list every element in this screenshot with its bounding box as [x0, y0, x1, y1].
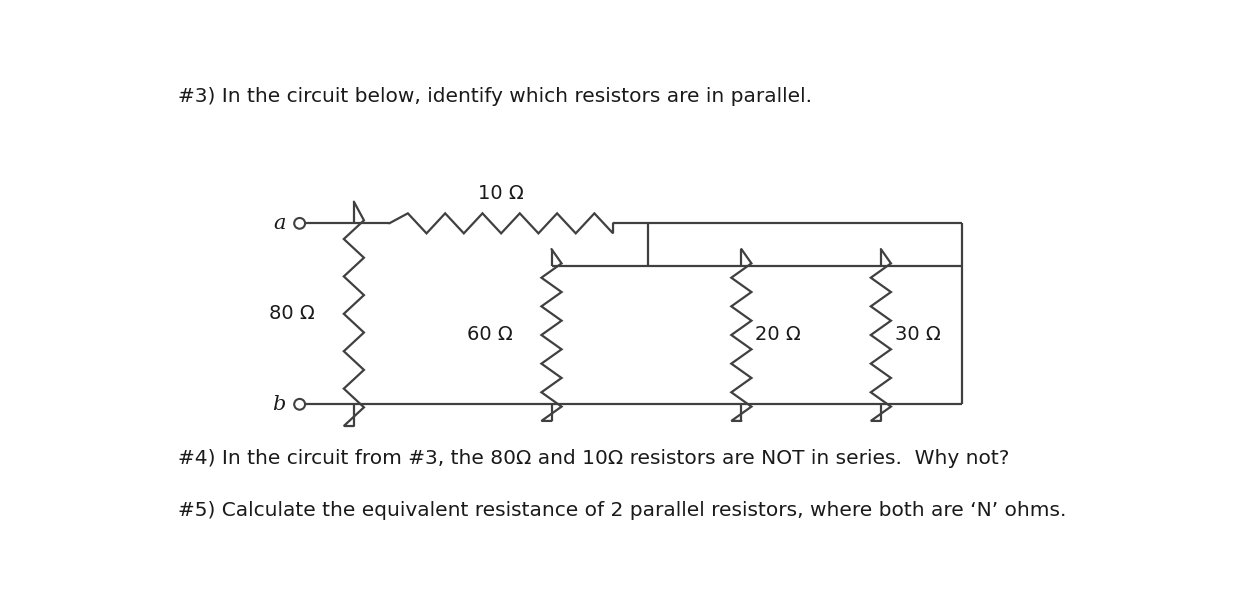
Text: 60 Ω: 60 Ω [468, 326, 512, 345]
Text: 20 Ω: 20 Ω [755, 326, 801, 345]
Text: 80 Ω: 80 Ω [270, 304, 315, 323]
Text: 10 Ω: 10 Ω [479, 184, 524, 203]
Text: #4) In the circuit from #3, the 80Ω and 10Ω resistors are NOT in series.  Why no: #4) In the circuit from #3, the 80Ω and … [177, 449, 1009, 468]
Text: 30 Ω: 30 Ω [895, 326, 940, 345]
Text: #3) In the circuit below, identify which resistors are in parallel.: #3) In the circuit below, identify which… [177, 87, 812, 106]
Text: b: b [272, 395, 286, 414]
Text: a: a [274, 214, 286, 233]
Text: #5) Calculate the equivalent resistance of 2 parallel resistors, where both are : #5) Calculate the equivalent resistance … [177, 501, 1066, 520]
